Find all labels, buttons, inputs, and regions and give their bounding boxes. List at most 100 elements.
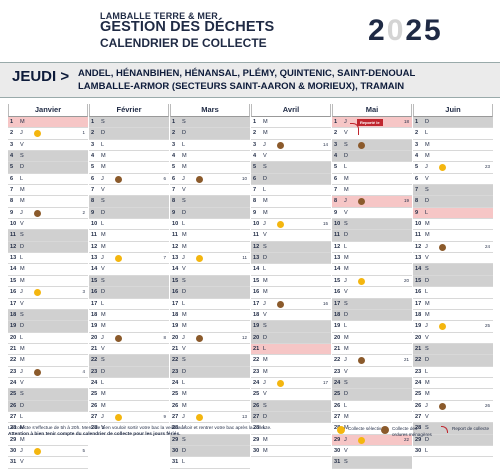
day-row: 16 J 3 — [8, 287, 88, 299]
day-number: 24 — [172, 379, 179, 386]
day-number: 12 — [10, 243, 17, 250]
day-number: 11 — [253, 232, 259, 239]
day-number: 5 — [334, 164, 338, 171]
day-letter: V — [182, 187, 186, 194]
day-letter: M — [425, 153, 430, 160]
day-letter: S — [344, 379, 348, 386]
day-number: 13 — [415, 255, 422, 262]
day-row: 23 D — [170, 366, 250, 378]
day-number: 18 — [415, 311, 422, 318]
day-number: 21 — [10, 345, 17, 352]
day-letter: D — [425, 277, 430, 284]
day-number: 21 — [91, 345, 98, 352]
yellow-bin-icon — [439, 164, 446, 172]
day-row: 22 S — [89, 355, 169, 367]
day-letter: M — [101, 243, 106, 250]
day-letter: V — [425, 175, 429, 182]
day-letter: V — [101, 266, 105, 273]
day-letter: S — [182, 119, 186, 125]
day-letter: M — [20, 187, 25, 194]
day-number: 7 — [253, 187, 257, 194]
day-letter: S — [344, 221, 348, 228]
day-letter: M — [101, 232, 106, 239]
day-letter: M — [263, 289, 268, 296]
day-number: 2 — [334, 130, 338, 137]
day-number: 9 — [10, 209, 14, 216]
day-letter: M — [263, 130, 268, 137]
day-number: 11 — [415, 232, 421, 239]
day-row: 11 M — [413, 230, 493, 242]
week-number: 16 — [322, 300, 328, 306]
day-number: 29 — [172, 436, 179, 443]
day-letter: M — [263, 198, 268, 205]
day-row: 23 J 4 — [8, 367, 88, 378]
day-number: 15 — [91, 277, 98, 284]
yellow-bin-icon — [34, 289, 41, 297]
yellow-bin-icon — [115, 255, 122, 263]
day-row: 15 J 20 — [332, 276, 412, 288]
day-letter: L — [20, 175, 24, 182]
day-number: 3 — [91, 141, 95, 148]
day-letter: L — [20, 413, 24, 420]
day-row: 19 M — [170, 321, 250, 333]
day-letter: L — [101, 221, 105, 228]
day-row: 25 S — [8, 389, 88, 401]
day-number: 8 — [334, 198, 338, 205]
brown-bin-icon — [439, 243, 446, 251]
day-number: 28 — [253, 425, 260, 432]
legend-report: Report de collecte — [441, 426, 492, 433]
day-number: 13 — [334, 255, 341, 262]
day-letter: S — [425, 425, 429, 432]
day-row: 21 S — [413, 343, 493, 356]
day-number: 24 — [334, 379, 341, 386]
month-name: Mai — [332, 104, 412, 117]
day-letter: S — [20, 232, 24, 239]
day-number: 4 — [172, 153, 176, 160]
day-letter: J — [425, 164, 428, 171]
day-letter: M — [20, 357, 25, 364]
day-number: 27 — [415, 413, 422, 420]
day-letter: J — [344, 119, 347, 125]
day-row: 30 V — [332, 446, 412, 458]
day-letter: J — [182, 255, 185, 262]
day-letter: L — [20, 255, 24, 262]
day-letter: D — [425, 198, 430, 205]
month-name: Juin — [413, 104, 493, 117]
day-number: 29 — [334, 436, 341, 443]
day-letter: D — [20, 243, 25, 250]
week-number: 24 — [484, 243, 490, 249]
day-letter: L — [182, 221, 186, 228]
day-letter: M — [20, 425, 25, 432]
day-letter: D — [101, 289, 106, 296]
day-letter: S — [425, 266, 429, 273]
yellow-bin-icon — [196, 413, 203, 421]
day-number: 13 — [91, 255, 98, 262]
day-number: 2 — [10, 130, 14, 137]
day-number: 1 — [253, 119, 257, 125]
day-letter: S — [182, 436, 186, 443]
day-letter: J — [182, 175, 185, 182]
day-letter: J — [344, 277, 347, 284]
yellow-bin-icon — [277, 221, 284, 229]
day-number: 6 — [334, 175, 338, 182]
day-letter: M — [425, 221, 430, 228]
day-row: 13 J 7 — [89, 253, 169, 265]
day-number: 17 — [91, 300, 98, 307]
day-number: 7 — [10, 187, 14, 194]
week-number: 1 — [82, 130, 85, 136]
day-letter: M — [344, 266, 349, 273]
week-number: 26 — [484, 402, 490, 408]
day-row: 19 D — [8, 321, 88, 333]
day-number: 8 — [415, 198, 419, 205]
